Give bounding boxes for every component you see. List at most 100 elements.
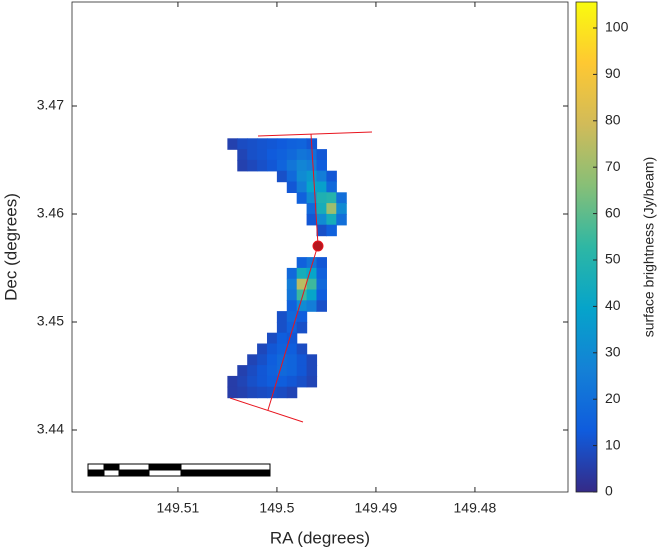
cell	[326, 213, 337, 226]
cell	[276, 170, 288, 183]
cell	[286, 267, 298, 280]
cell	[276, 321, 288, 334]
cell	[286, 300, 298, 312]
cell	[296, 138, 308, 150]
cell	[276, 159, 288, 172]
cell	[227, 138, 238, 150]
x-tick-label: 149.48	[454, 500, 497, 516]
cell	[247, 365, 258, 377]
cell	[286, 386, 298, 399]
cell	[306, 257, 318, 269]
cell	[237, 138, 248, 150]
cell	[316, 289, 327, 302]
cell	[306, 365, 318, 377]
cell	[257, 138, 268, 150]
cell	[296, 181, 308, 194]
cell	[286, 278, 298, 291]
axis-line	[257, 131, 373, 137]
colorbar-label: surface brightness (Jy/beam)	[641, 157, 657, 338]
cell	[237, 149, 248, 161]
cell	[306, 278, 318, 291]
cell	[266, 343, 278, 356]
cell	[286, 375, 298, 388]
cell	[286, 365, 298, 377]
cell	[306, 300, 318, 312]
cell	[276, 149, 288, 161]
colorbar-tick-label: 60	[605, 204, 621, 220]
cell	[257, 149, 268, 161]
cell	[247, 149, 258, 161]
cell	[286, 138, 298, 150]
annotation-lines	[229, 131, 373, 423]
colorbar-tick-label: 10	[605, 436, 621, 452]
cell	[257, 386, 268, 399]
cell	[266, 386, 278, 399]
colorbar-tick-label: 80	[605, 111, 621, 127]
cell	[326, 192, 337, 204]
center-marker	[312, 240, 324, 252]
cell	[237, 365, 248, 377]
cell	[316, 170, 327, 183]
cell	[276, 365, 288, 377]
cell	[336, 213, 347, 226]
cell	[296, 289, 308, 302]
cell	[227, 386, 238, 399]
colorbar	[575, 1, 598, 493]
axis-line	[310, 133, 319, 246]
cell	[306, 170, 318, 183]
x-tick-label: 149.5	[259, 500, 294, 516]
colorbar-tick-label: 30	[605, 343, 621, 359]
cell	[266, 375, 278, 388]
scale-bar-segment	[148, 463, 182, 471]
cell	[316, 192, 327, 204]
cell	[266, 149, 278, 161]
cell	[306, 213, 318, 226]
cell	[316, 149, 327, 161]
cell	[336, 192, 347, 204]
cell	[306, 203, 318, 215]
cell	[276, 138, 288, 150]
cell	[237, 159, 248, 172]
cell	[296, 365, 308, 377]
cell	[286, 321, 298, 334]
cell	[306, 159, 318, 172]
cell	[316, 181, 327, 194]
cell	[296, 257, 308, 269]
plot-frame	[71, 1, 569, 493]
image	[227, 138, 347, 399]
x-axis-label: RA (degrees)	[270, 528, 370, 547]
cell	[266, 332, 278, 345]
cell	[266, 354, 278, 366]
cell	[247, 386, 258, 399]
cell	[237, 375, 248, 388]
cell	[257, 354, 268, 366]
cell	[316, 300, 327, 312]
cell	[336, 203, 347, 215]
cell	[306, 289, 318, 302]
cell	[306, 181, 318, 194]
cell	[296, 159, 308, 172]
cell	[296, 321, 308, 334]
cell	[316, 267, 327, 280]
cell	[296, 170, 308, 183]
axis-line	[267, 244, 319, 411]
cell	[247, 375, 258, 388]
cell	[296, 343, 308, 356]
cell	[296, 149, 308, 161]
y-tick-label: 3.47	[37, 97, 64, 113]
cell	[257, 375, 268, 388]
axis-line	[229, 397, 304, 423]
cell	[286, 159, 298, 172]
cell	[296, 278, 308, 291]
colorbar-tick-label: 0	[605, 483, 613, 499]
cell	[296, 375, 308, 388]
cell	[276, 343, 288, 356]
cell	[306, 267, 318, 280]
cell	[276, 386, 288, 399]
cell	[286, 181, 298, 194]
cell	[286, 149, 298, 161]
cell	[316, 203, 327, 215]
cell	[286, 343, 298, 356]
colorbar-tick-label: 40	[605, 297, 621, 313]
